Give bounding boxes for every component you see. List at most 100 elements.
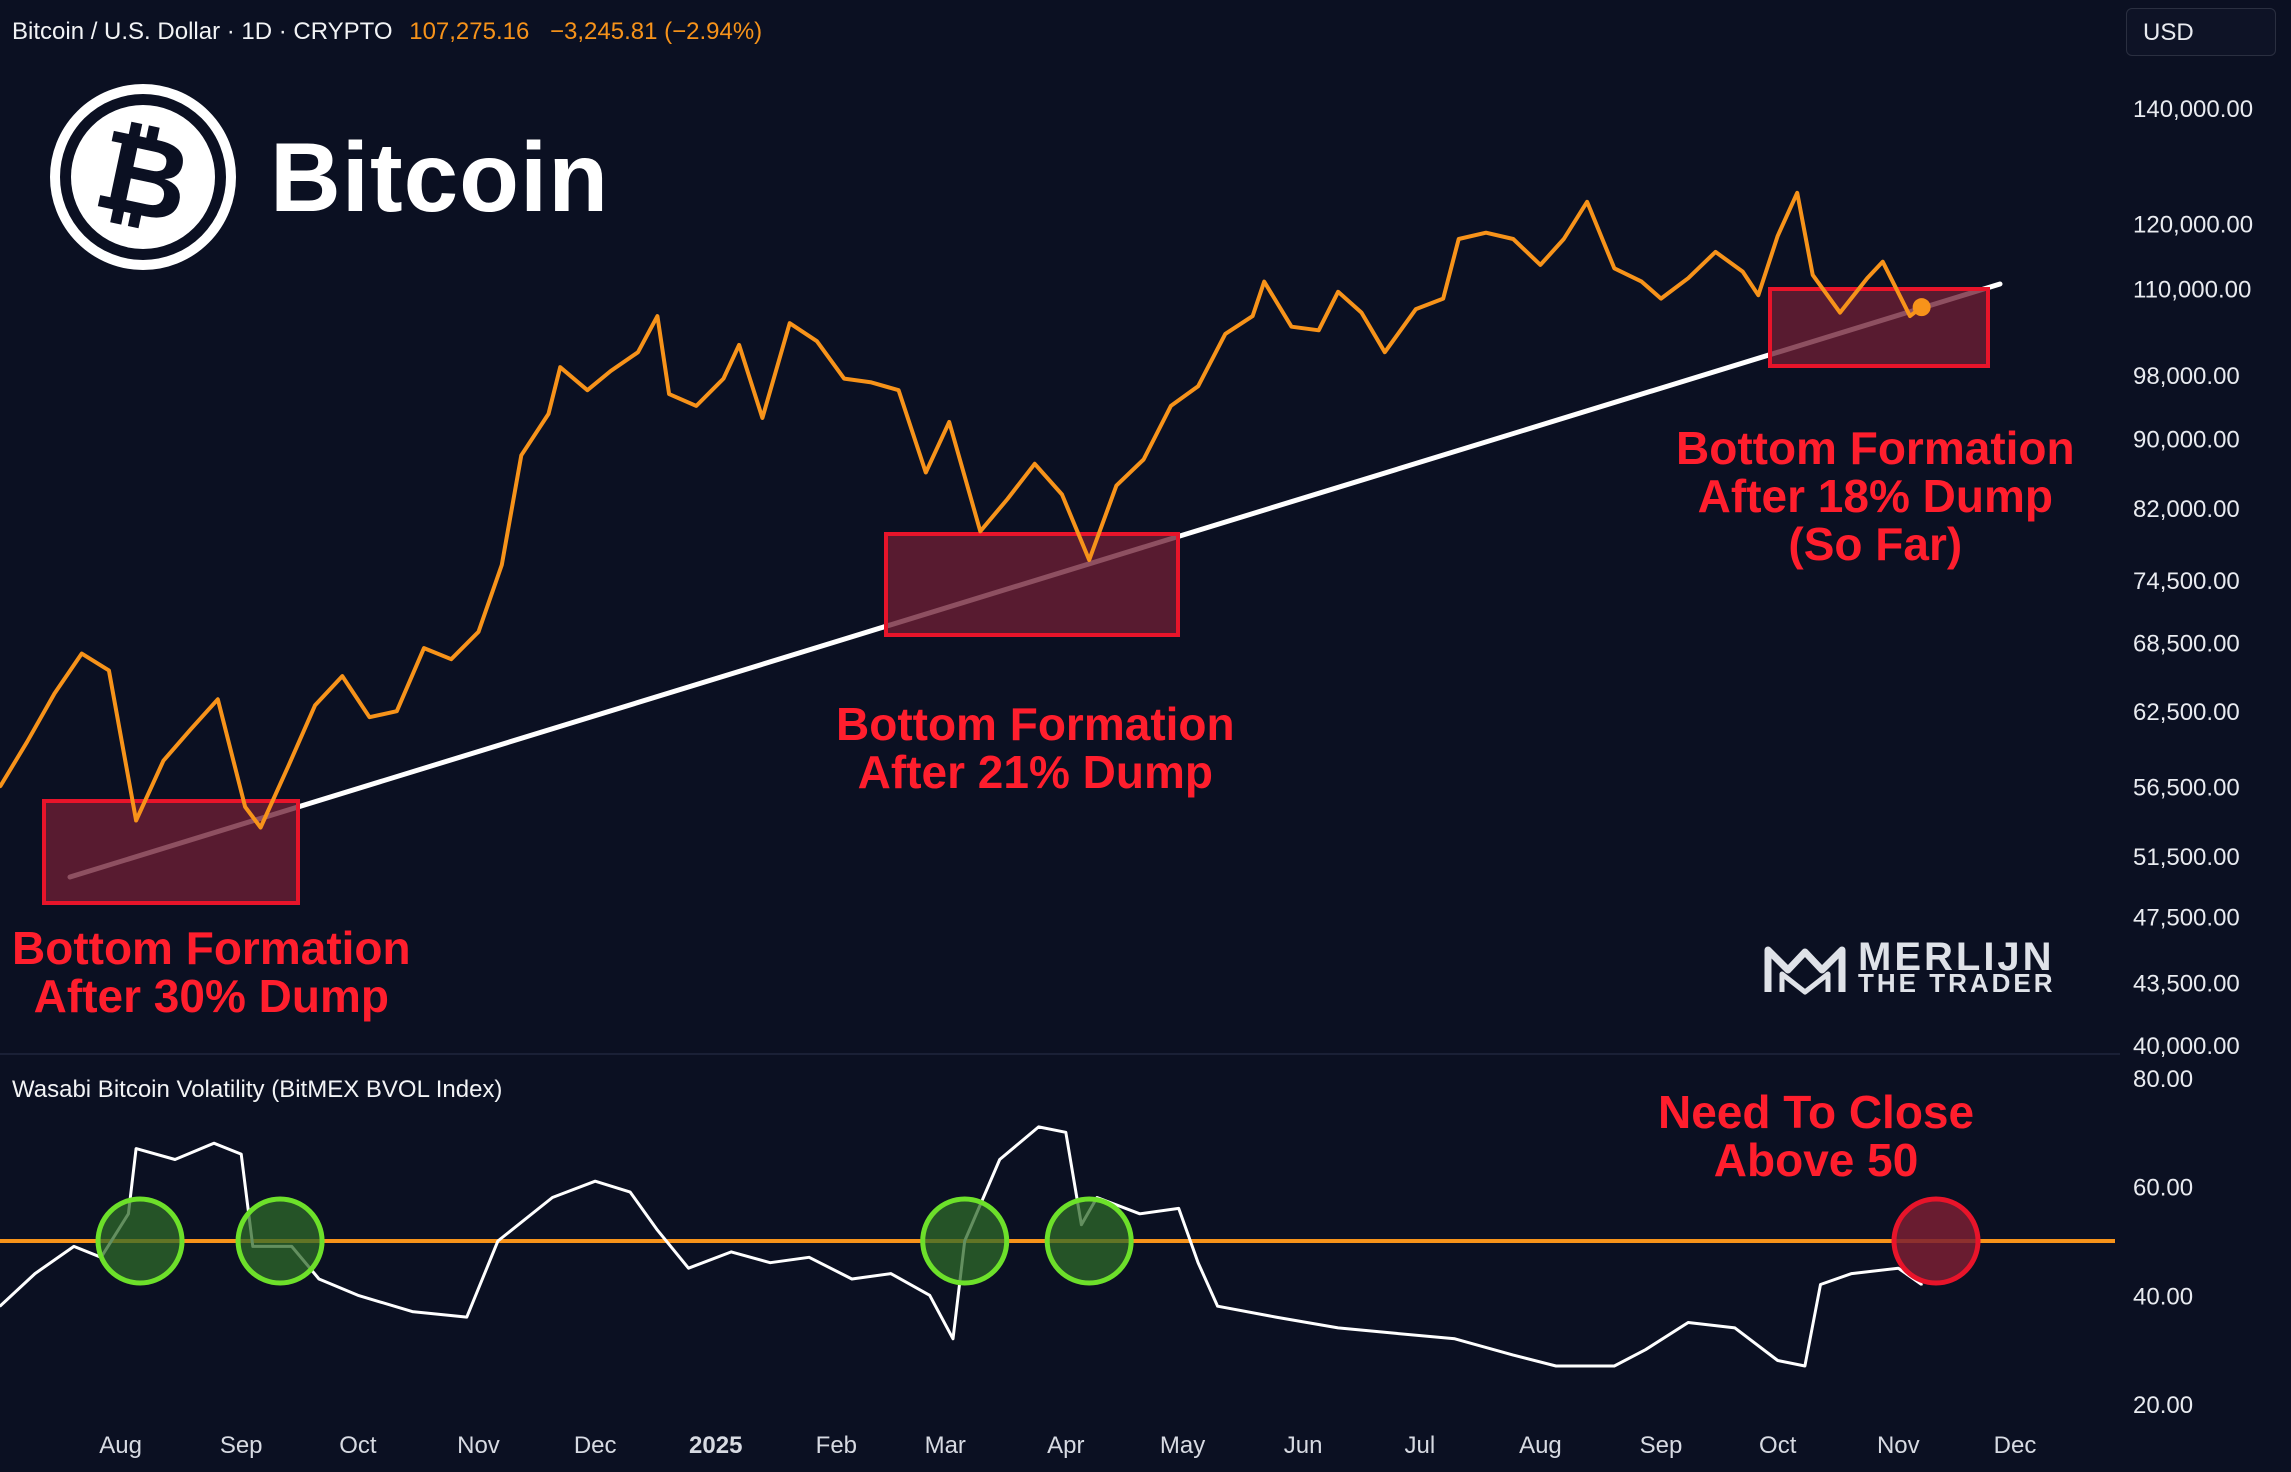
price-point [1881,260,1885,264]
merlijn-mw-logo-icon [1764,946,1846,995]
x-tick-label: Mar [925,1432,966,1459]
price-point [1562,237,1566,241]
volatility-point [465,1315,468,1319]
bitcoin-coin-icon: ₿ [50,84,236,270]
price-point [368,715,372,719]
price-point [1795,191,1799,195]
price-y-tick-label: 68,500.00 [2133,631,2240,658]
x-tick-label: Jun [1284,1432,1323,1459]
volatility-point [33,1272,37,1275]
price-point [924,470,928,474]
x-tick-label: Jul [1404,1432,1435,1459]
x-tick-label: Aug [1519,1432,1562,1459]
price-point [0,785,2,789]
x-tick-label: Aug [99,1432,142,1459]
price-y-tick-label: 40,000.00 [2133,1033,2240,1060]
green-cross-circle [920,1196,1010,1286]
price-y-tick-label: 140,000.00 [2133,96,2253,123]
price-point [1196,384,1200,388]
price-point [1756,293,1760,297]
annotation-line: Bottom Formation [1676,422,2075,474]
price-point [655,314,659,318]
symbol-label: Bitcoin / U.S. Dollar · 1D · CRYPTO [12,18,393,45]
volatility-y-tick-label: 20.00 [2133,1392,2193,1419]
annotation-line: After 18% Dump [1697,470,2053,522]
price-point [1441,297,1445,301]
x-tick-label: Apr [1047,1432,1084,1459]
volatility-point [317,1277,321,1281]
price-point [1336,290,1340,294]
price-point [80,652,84,656]
price-y-axis: 140,000.00 120,000.00 110,000.00 98,000.00 9… [2133,96,2253,1060]
x-tick-label: Nov [1877,1432,1920,1459]
volatility-point [1037,1125,1040,1129]
price-point [546,412,550,416]
price-point [1006,497,1009,501]
price-point [1741,270,1745,274]
volatility-point [1920,1283,1923,1286]
price-point [1262,280,1266,284]
annotation-bottom-1: Bottom Formation After 30% Dump [12,924,411,1020]
price-point [609,369,613,373]
last-price-dot [1912,298,1931,317]
price-point [1142,458,1146,462]
volatility-point [1453,1337,1457,1341]
price-point [52,691,56,695]
volatility-point [769,1261,772,1264]
volatility-point [496,1239,500,1243]
price-point [1414,307,1418,311]
x-tick-label: 2025 [689,1432,742,1459]
price-y-tick-label: 98,000.00 [2133,363,2240,390]
bitcoin-logo: ₿ Bitcoin [48,82,609,272]
volatility-point [1776,1359,1779,1362]
price-point [1033,462,1037,466]
red-target-circle [1891,1196,1981,1286]
volatility-point [1897,1266,1900,1270]
bottom-formation-box [42,799,300,905]
bottom-boxes [42,287,1990,905]
volatility-point [998,1158,1001,1161]
volatility-point [889,1272,893,1275]
price-point [1838,311,1842,315]
price-point [947,420,951,424]
price-point [1223,332,1227,336]
price-point [134,819,138,823]
price-point [243,805,247,809]
price-y-tick-label: 110,000.00 [2133,276,2251,303]
volatility-point [593,1180,597,1183]
volatility-point [1554,1364,1558,1368]
currency-button[interactable]: USD [2126,8,2276,56]
volatility-point [72,1245,76,1248]
price-point [1865,276,1869,280]
volatility-point [411,1310,414,1313]
volatility-point [1216,1305,1219,1308]
price-point [259,825,263,829]
price-point [1811,273,1815,277]
chart-header: Bitcoin / U.S. Dollar · 1D · CRYPTO 107,… [12,18,762,46]
volatility-point [239,1152,243,1156]
volatility-point [1819,1283,1822,1286]
price-point [1686,276,1690,280]
price-point [216,697,220,701]
price-change: −3,245.81 (−2.94%) [550,18,763,45]
price-y-tick-label: 47,500.00 [2133,904,2240,931]
price-point [107,668,111,672]
price-point [1538,263,1542,267]
volatility-point [687,1266,690,1270]
price-y-tick-label: 90,000.00 [2133,426,2240,453]
price-y-tick-label: 43,500.00 [2133,970,2240,997]
price-point [422,646,426,650]
volatility-point [628,1190,632,1194]
annotation-bottom-2: Bottom Formation After 21% Dump [836,700,1235,796]
price-point [694,404,698,408]
price-point [1484,231,1488,235]
price-point [189,727,193,731]
volatility-point [1687,1321,1690,1324]
price-point [1251,314,1255,318]
x-tick-label: Nov [457,1432,500,1459]
volatility-point [356,1294,360,1297]
volatility-point [212,1142,216,1145]
volatility-point [1395,1332,1398,1335]
merlijn-watermark: MERLIJN THE TRADER [1762,937,2056,1000]
price-point [1317,328,1321,332]
